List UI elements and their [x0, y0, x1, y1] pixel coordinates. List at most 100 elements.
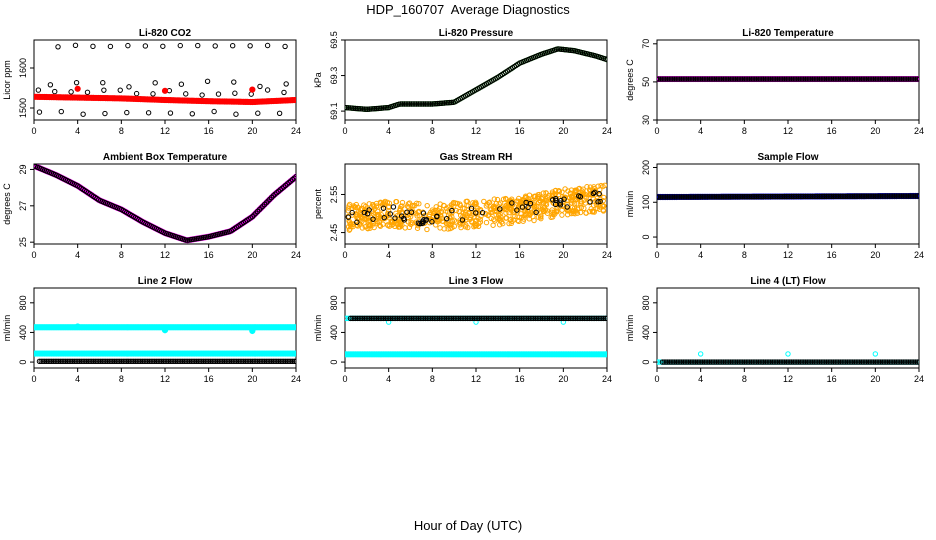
data-point	[657, 76, 664, 82]
data-point	[200, 358, 207, 365]
data-point	[820, 359, 826, 365]
data-point	[536, 315, 542, 322]
plot-frame	[33, 39, 297, 121]
data-point	[472, 222, 479, 229]
data-point	[863, 193, 870, 199]
data-point	[372, 206, 378, 212]
data-point	[508, 220, 515, 227]
data-point	[876, 359, 882, 365]
data-point	[363, 203, 369, 210]
data-point	[361, 315, 368, 322]
data-point	[364, 210, 371, 217]
data-point	[853, 76, 859, 82]
data-point	[498, 214, 504, 220]
data-point	[286, 358, 292, 365]
data-point	[292, 324, 296, 331]
data-point	[235, 358, 242, 365]
data-point	[468, 315, 474, 322]
data-point	[825, 193, 831, 200]
data-point	[843, 359, 849, 365]
data-point	[289, 358, 296, 365]
data-point	[283, 81, 289, 87]
data-point	[263, 358, 270, 365]
data-point	[419, 220, 425, 227]
data-point	[230, 358, 236, 365]
data-point	[242, 358, 249, 365]
data-point	[361, 209, 368, 216]
data-point	[488, 215, 494, 222]
data-point	[717, 76, 723, 82]
data-point	[701, 194, 707, 200]
data-point	[587, 191, 593, 197]
plot-title: Line 3 Flow	[449, 276, 504, 287]
data-point	[136, 358, 142, 365]
data-point	[178, 81, 185, 87]
data-point	[157, 358, 163, 365]
data-point	[90, 43, 96, 50]
data-point	[750, 359, 756, 365]
data-point	[503, 210, 509, 216]
data-point	[907, 359, 913, 365]
data-point	[515, 198, 521, 204]
data-point	[874, 76, 880, 82]
data-point	[195, 42, 201, 49]
data-point	[855, 76, 861, 82]
data-point	[519, 204, 526, 210]
data-point	[532, 315, 539, 322]
data-point	[153, 358, 160, 365]
data-point	[240, 358, 247, 365]
data-point	[508, 199, 514, 205]
y-axis-label: ml/min	[625, 191, 635, 218]
data-point	[835, 193, 842, 200]
data-point	[706, 76, 713, 82]
data-point	[381, 214, 387, 221]
data-point	[450, 315, 457, 322]
x-tick-label: 12	[471, 126, 481, 136]
data-point	[813, 193, 819, 200]
data-point	[249, 86, 256, 93]
data-point	[893, 193, 899, 199]
data-point	[446, 204, 452, 210]
data-layer	[345, 182, 607, 233]
data-point	[657, 194, 660, 200]
data-point	[125, 358, 132, 365]
data-point	[561, 203, 567, 209]
data-point	[292, 96, 296, 104]
data-point	[895, 76, 901, 82]
data-point	[905, 193, 912, 199]
data-point	[755, 359, 762, 365]
data-point	[687, 194, 693, 200]
data-point	[865, 76, 872, 82]
data-point	[401, 101, 408, 107]
data-point	[783, 193, 789, 200]
data-point	[710, 194, 716, 200]
data-point	[58, 108, 64, 115]
data-point	[862, 76, 868, 82]
y-tick-label: 69.1	[329, 102, 339, 120]
data-point	[183, 91, 189, 97]
data-point	[380, 315, 387, 322]
data-point	[816, 193, 823, 200]
data-point	[84, 89, 91, 96]
data-point	[441, 202, 447, 209]
data-point	[401, 215, 407, 222]
data-point	[785, 351, 791, 357]
y-axis-label: kPa	[313, 72, 323, 88]
data-point	[753, 76, 760, 82]
data-point	[856, 359, 863, 365]
data-point	[73, 79, 80, 86]
data-point	[214, 358, 221, 365]
data-point	[916, 76, 919, 82]
x-tick-label: 16	[515, 374, 525, 384]
data-point	[124, 358, 130, 365]
data-point	[699, 76, 706, 82]
data-point	[715, 76, 721, 82]
data-point	[804, 359, 811, 365]
data-point	[743, 76, 749, 82]
data-point	[788, 359, 795, 365]
data-point	[781, 76, 788, 82]
data-point	[734, 194, 741, 200]
data-point	[752, 359, 758, 365]
data-point	[150, 91, 156, 97]
data-point	[80, 358, 86, 365]
